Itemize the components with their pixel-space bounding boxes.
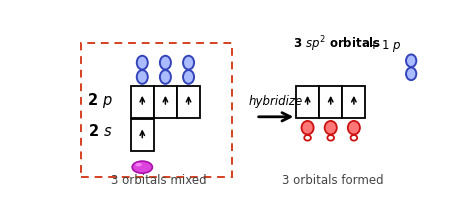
Bar [319, 86, 342, 118]
Text: 2 $s$: 2 $s$ [88, 123, 112, 139]
Ellipse shape [183, 56, 194, 70]
Ellipse shape [160, 70, 171, 84]
Ellipse shape [137, 70, 148, 84]
Bar [177, 86, 200, 118]
Bar [343, 86, 365, 118]
Bar [296, 86, 319, 118]
Ellipse shape [328, 135, 334, 141]
Bar [82, 43, 232, 177]
Text: 3 $\mathit{sp}^2$ orbitals: 3 $\mathit{sp}^2$ orbitals [292, 34, 381, 54]
Text: hybridize: hybridize [249, 95, 303, 107]
Text: 2 $p$: 2 $p$ [87, 91, 112, 110]
Ellipse shape [137, 56, 148, 70]
Ellipse shape [406, 54, 416, 67]
Ellipse shape [135, 163, 142, 167]
Text: 3 orbitals formed: 3 orbitals formed [282, 174, 384, 187]
Bar [131, 119, 154, 151]
Ellipse shape [304, 135, 311, 141]
Ellipse shape [183, 70, 194, 84]
Ellipse shape [406, 68, 416, 80]
Bar [154, 86, 177, 118]
Ellipse shape [325, 121, 337, 135]
Ellipse shape [160, 56, 171, 70]
Ellipse shape [132, 161, 152, 173]
Bar [131, 86, 154, 118]
Ellipse shape [348, 121, 360, 135]
Text: $+$ 1 $p$: $+$ 1 $p$ [368, 38, 401, 54]
Text: 3 orbitals mixed: 3 orbitals mixed [110, 174, 206, 187]
Ellipse shape [301, 121, 314, 135]
Ellipse shape [351, 135, 357, 141]
